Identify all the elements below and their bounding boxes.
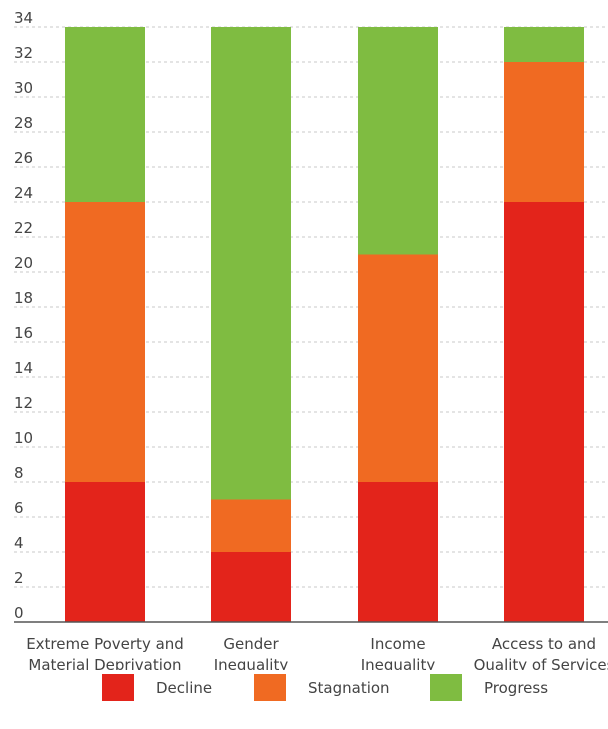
bar-segment-stagnation <box>65 202 145 482</box>
y-tick-label: 10 <box>14 429 33 447</box>
bar-segment-decline <box>211 552 291 622</box>
bar-segment-stagnation <box>358 254 438 482</box>
y-tick-label: 22 <box>14 219 33 237</box>
bar-segment-decline <box>504 202 584 622</box>
bar-segment-stagnation <box>211 499 291 552</box>
legend-item-progress: Progress <box>430 674 548 701</box>
chart-legend: Decline Stagnation Progress <box>0 674 608 704</box>
y-tick-label: 26 <box>14 149 33 167</box>
x-tick-label: Income Inequality <box>361 635 436 670</box>
y-tick-label: 30 <box>14 79 33 97</box>
legend-swatch-decline <box>102 674 134 701</box>
bar-segment-stagnation <box>504 62 584 202</box>
bar-segment-decline <box>65 482 145 622</box>
bar-segment-progress <box>211 27 291 500</box>
legend-swatch-stagnation <box>254 674 286 701</box>
y-tick-label: 8 <box>14 464 24 482</box>
y-tick-label: 28 <box>14 114 33 132</box>
bar-segment-progress <box>65 27 145 202</box>
y-tick-label: 0 <box>14 604 24 622</box>
legend-item-decline: Decline <box>102 674 212 701</box>
y-tick-label: 14 <box>14 359 33 377</box>
legend-item-stagnation: Stagnation <box>254 674 390 701</box>
x-tick-label: Gender Inequality <box>214 635 289 670</box>
bar-segment-progress <box>504 27 584 62</box>
bar-segment-progress <box>358 27 438 255</box>
legend-label-progress: Progress <box>484 678 549 697</box>
y-tick-label: 6 <box>14 499 24 517</box>
y-tick-label: 24 <box>14 184 33 202</box>
legend-label-decline: Decline <box>156 678 213 697</box>
y-tick-label: 12 <box>14 394 33 412</box>
bar-segment-decline <box>358 482 438 622</box>
x-tick-label: Access to and Quality of Services <box>474 635 608 670</box>
y-tick-label: 20 <box>14 254 33 272</box>
x-tick-label: Extreme Poverty and Material Deprivation <box>26 635 184 670</box>
y-tick-label: 32 <box>14 44 33 62</box>
y-tick-label: 2 <box>14 569 24 587</box>
y-tick-label: 16 <box>14 324 33 342</box>
y-tick-label: 4 <box>14 534 24 552</box>
legend-label-stagnation: Stagnation <box>308 678 390 697</box>
legend-swatch-progress <box>430 674 462 701</box>
y-tick-label: 18 <box>14 289 33 307</box>
y-tick-label: 34 <box>14 9 33 27</box>
